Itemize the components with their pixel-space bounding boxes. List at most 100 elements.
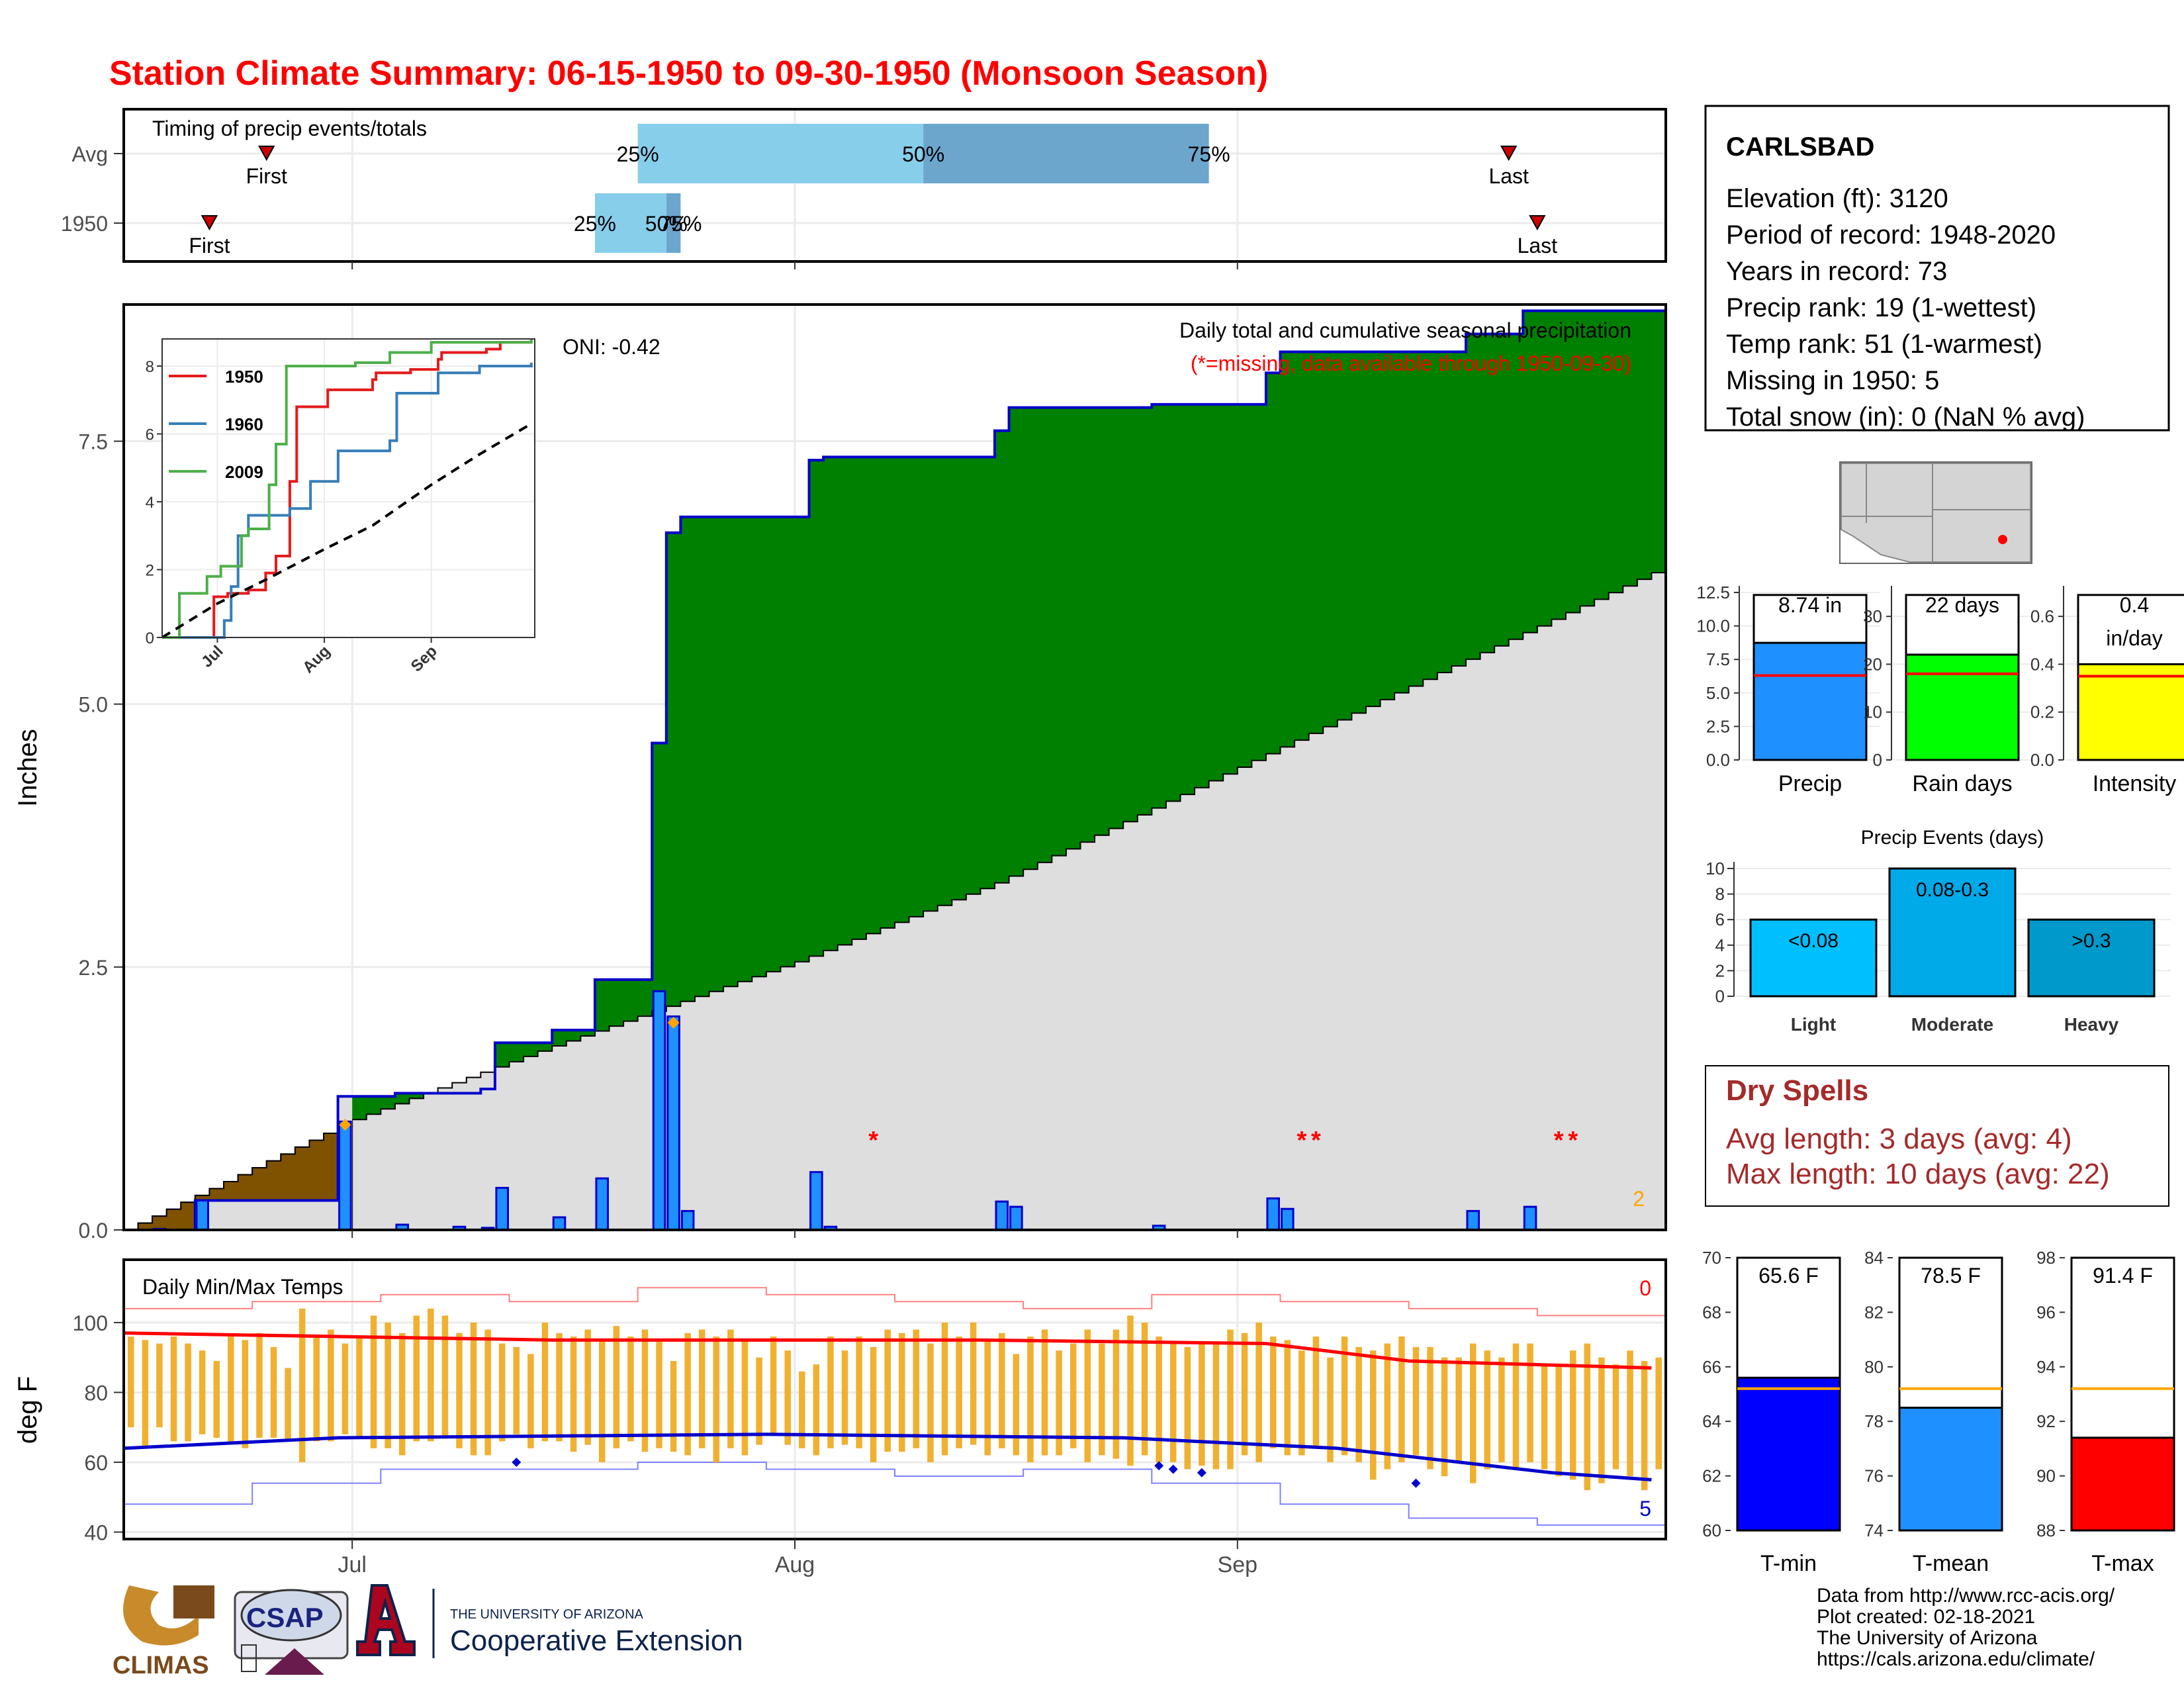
daily-temp-bar (856, 1336, 862, 1448)
first-label: First (246, 164, 287, 188)
y-tick-label: 7.5 (79, 430, 108, 454)
daily-temp-bar (1655, 1357, 1662, 1470)
y-tick-label: 100 (73, 1311, 108, 1335)
y-tick-label: 40 (84, 1521, 108, 1544)
summary-tick-label: 0.0 (1706, 750, 1730, 770)
events-tick-label: 0 (1715, 986, 1725, 1006)
daily-temp-bar (1127, 1315, 1134, 1466)
summary-label: Intensity (2093, 771, 2177, 796)
daily-temp-bar (713, 1336, 720, 1462)
credit-line: Plot created: 02-18-2021 (1817, 1606, 2035, 1628)
daily-temp-bar (470, 1322, 477, 1456)
x-axis: Jul Aug Sep (338, 1230, 1257, 1577)
daily-temp-bar (385, 1322, 391, 1448)
inset-y-tick-label: 0 (146, 630, 154, 647)
record-low-line (124, 1461, 1666, 1526)
daily-precip-bar (195, 1199, 209, 1231)
climas-logo: CLIMAS (113, 1585, 214, 1679)
y-tick-label: 0.0 (79, 1219, 108, 1243)
summary-bar (2077, 663, 2184, 761)
temp-summary-tick-label: 78 (1864, 1411, 1884, 1431)
station-line: Total snow (in): 0 (NaN % avg) (1726, 402, 2085, 432)
summary-tick-label: 0.2 (2030, 702, 2054, 722)
summary-bar (1752, 641, 1868, 761)
daily-temp-bar (827, 1336, 834, 1448)
daily-precip-bar (680, 1209, 695, 1231)
daily-temp-bar (727, 1329, 734, 1448)
temp-summary-tick-label: 90 (2036, 1466, 2056, 1486)
summary-value: 22 days (1925, 593, 1999, 617)
precip-caption: Daily total and cumulative seasonal prec… (1179, 318, 1631, 342)
daily-temp-bar (1327, 1357, 1334, 1462)
daily-temp-bar (484, 1329, 491, 1456)
daily-temp-bar (770, 1336, 777, 1434)
dry-spells-avg: Avg length: 3 days (avg: 4) (1726, 1123, 2072, 1155)
timing-bar-25-50 (594, 193, 666, 253)
event-bar-label: <0.08 (1788, 930, 1839, 952)
daily-precip-bar (995, 1200, 1009, 1231)
summary-tick-label: 12.5 (1696, 583, 1730, 602)
temp-summary-tick-label: 92 (2036, 1411, 2056, 1431)
climas-text: CLIMAS (113, 1652, 209, 1679)
daily-temp-bar (1284, 1340, 1291, 1456)
inset-y-tick-label: 2 (146, 562, 154, 580)
daily-temp-bar (1598, 1357, 1605, 1483)
daily-temp-bar (1427, 1346, 1433, 1470)
daily-precip-bar (1466, 1209, 1480, 1231)
university-arizona-logo: THE UNIVERSITY OF ARIZONA Cooperative Ex… (356, 1584, 743, 1658)
timing-bar-25-50 (637, 124, 924, 183)
summary-label: Rain days (1912, 771, 2012, 796)
temp-summary-tick-label: 60 (1702, 1521, 1721, 1540)
temp-label: Daily Min/Max Temps (142, 1275, 343, 1299)
daily-temp-bar (956, 1336, 962, 1448)
x-tick-label: Jul (338, 1552, 366, 1577)
missing-marker: * (1554, 1127, 1564, 1154)
inset-series-1960 (162, 362, 533, 639)
station-line: Period of record: 1948-2020 (1726, 220, 2056, 250)
avg-min-line (123, 1432, 1652, 1481)
ua-big-text: Cooperative Extension (450, 1624, 743, 1657)
inset-y-tick-label: 8 (146, 358, 154, 376)
pct-label: 75% (659, 212, 702, 236)
station-name: CARLSBAD (1726, 132, 1874, 162)
daily-temp-bar (984, 1340, 991, 1456)
daily-precip-bar (666, 1015, 680, 1231)
y-tick-label: 80 (84, 1381, 108, 1405)
temperature-panel: Daily Min/Max Temps 0 5 40 60 80 100 (73, 1258, 1667, 1544)
inset-series-2009 (162, 339, 533, 639)
daily-precip-bar (652, 990, 666, 1231)
daily-temp-bar (270, 1346, 277, 1438)
daily-temp-bar (356, 1336, 363, 1438)
daily-temp-bar (813, 1364, 820, 1456)
daily-temp-bar (999, 1333, 1005, 1448)
events-tick-label: 4 (1715, 935, 1725, 955)
credit-line: https://cals.arizona.edu/climate/ (1817, 1648, 2095, 1670)
event-bar-label: 0.08-0.3 (1916, 879, 1989, 901)
daily-temp-bar (1398, 1336, 1405, 1462)
temp-summary-tick-label: 88 (2036, 1521, 2056, 1540)
daily-temp-bar (1269, 1336, 1277, 1448)
daily-temp-bar (970, 1322, 977, 1445)
events-title: Precip Events (days) (1861, 827, 2044, 849)
summary-tick-label: 0.6 (2030, 606, 2054, 626)
daily-temp-bar (1027, 1336, 1034, 1462)
daily-temp-bar (228, 1336, 234, 1442)
temp-summary-tick-label: 66 (1702, 1357, 1721, 1377)
daily-precip-bar (1009, 1205, 1023, 1231)
daily-temp-bar (927, 1343, 934, 1462)
missing-marker: * (1568, 1127, 1578, 1154)
temp-ylabel: deg F (13, 1376, 42, 1444)
hot-count: 0 (1639, 1276, 1651, 1300)
daily-temp-bar (199, 1350, 206, 1434)
daily-temp-bar (556, 1333, 563, 1442)
temp-summary-tick-label: 68 (1702, 1302, 1721, 1322)
cold-marker (1411, 1478, 1421, 1488)
daily-temp-bar (1227, 1329, 1234, 1470)
events-tick-label: 10 (1706, 859, 1725, 878)
daily-temp-bar (513, 1346, 520, 1434)
inset-border (161, 338, 535, 638)
page-title: Station Climate Summary: 06-15-1950 to 0… (109, 54, 1268, 93)
event-bar-label: >0.3 (2071, 930, 2111, 952)
temp-summary-tick-label: 82 (1864, 1302, 1884, 1322)
temp-summary-value: 78.5 F (1921, 1264, 1981, 1288)
